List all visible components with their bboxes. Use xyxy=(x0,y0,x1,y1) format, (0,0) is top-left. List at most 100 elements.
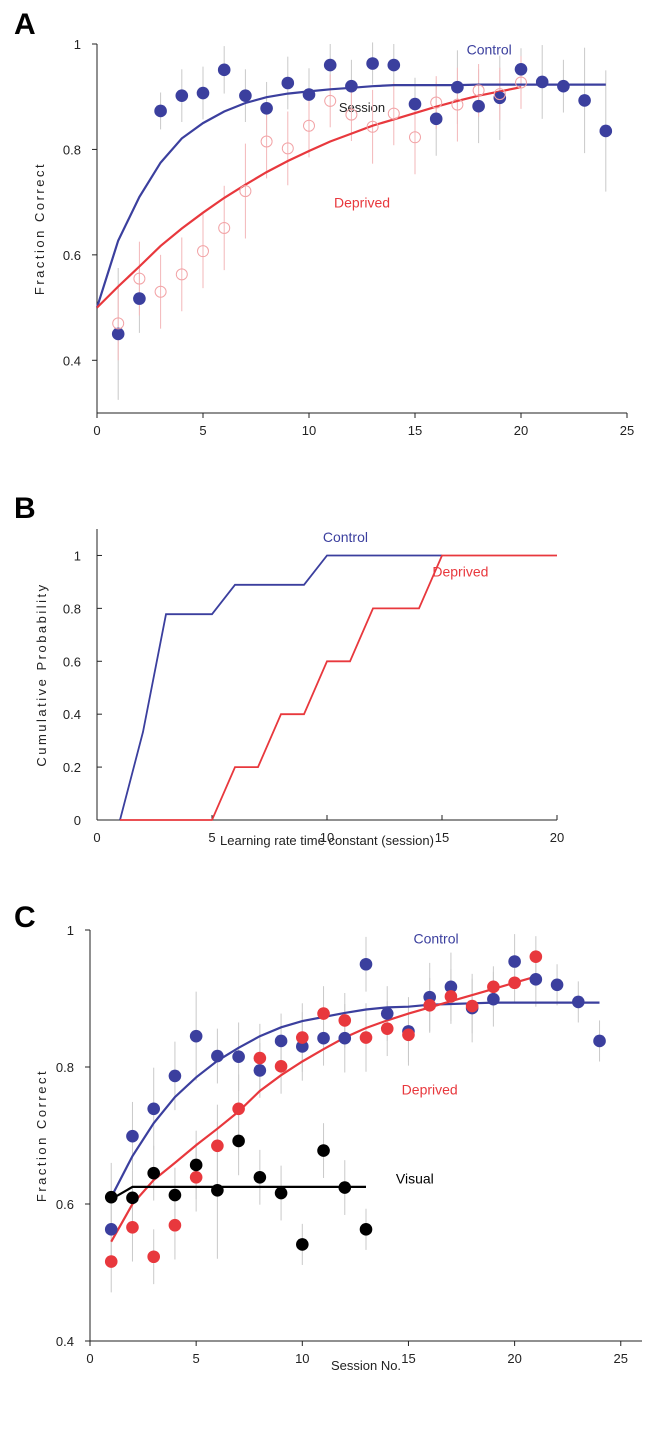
y-tick-label: 1 xyxy=(67,923,74,938)
series-label: Visual xyxy=(396,1170,434,1186)
data-point xyxy=(253,1051,267,1065)
data-point xyxy=(296,1031,309,1044)
x-tick-label: 20 xyxy=(514,423,528,438)
data-point xyxy=(232,1134,245,1148)
data-point xyxy=(338,1181,352,1194)
data-point xyxy=(154,285,167,298)
data-point xyxy=(430,96,443,109)
data-point xyxy=(487,992,500,1006)
data-point xyxy=(317,1144,330,1157)
data-point xyxy=(232,1102,245,1116)
data-point xyxy=(281,76,295,90)
data-point xyxy=(147,1102,160,1116)
y-axis-title: Cumulative Probability xyxy=(34,582,49,766)
series-label: Control xyxy=(323,529,368,545)
series-label: Deprived xyxy=(334,194,390,210)
x-tick-label: 10 xyxy=(320,830,334,845)
data-point xyxy=(197,245,209,258)
data-point xyxy=(133,292,146,305)
data-point xyxy=(387,58,401,72)
fit-curve xyxy=(110,975,537,1243)
series-line xyxy=(120,554,557,821)
x-tick-label: 20 xyxy=(507,1351,521,1366)
panel-b: B 0 5 10 15 20 0 0.2 0.4 0.6 0.8 1 Learning rate tim… xyxy=(14,492,564,848)
data-point xyxy=(408,97,422,111)
x-axis-title: Learning rate time constant (session) xyxy=(220,833,434,848)
y-tick-label: 0.4 xyxy=(63,353,81,368)
data-point xyxy=(599,124,613,138)
data-point xyxy=(387,107,400,120)
data-point xyxy=(112,317,125,330)
data-point xyxy=(126,1129,139,1143)
data-point xyxy=(444,990,458,1003)
data-point xyxy=(211,1049,224,1063)
data-point xyxy=(232,1050,245,1064)
data-point xyxy=(366,57,379,70)
y-tick-label: 0.6 xyxy=(63,654,81,669)
data-point xyxy=(514,63,528,76)
x-tick-label: 0 xyxy=(93,423,100,438)
data-point xyxy=(451,98,464,111)
data-point xyxy=(274,1186,288,1200)
data-point xyxy=(451,80,464,94)
y-tick-label: 0.4 xyxy=(56,1334,74,1349)
data-point xyxy=(104,1255,118,1268)
data-point xyxy=(168,1069,182,1083)
data-point xyxy=(133,272,146,285)
data-point xyxy=(529,950,543,964)
x-axis-title: Session xyxy=(339,100,385,115)
data-point xyxy=(274,1034,288,1048)
data-point xyxy=(529,973,543,986)
series-label: Deprived xyxy=(402,1081,458,1097)
data-point xyxy=(508,976,521,990)
data-point xyxy=(323,58,337,72)
data-point xyxy=(260,135,273,148)
data-point xyxy=(324,94,337,107)
data-point xyxy=(550,978,564,992)
y-tick-label: 0.2 xyxy=(63,760,81,775)
data-point xyxy=(175,89,189,102)
x-tick-label: 15 xyxy=(401,1351,415,1366)
data-point xyxy=(211,1139,224,1153)
data-point xyxy=(429,112,443,126)
data-point xyxy=(189,1170,203,1184)
data-point xyxy=(345,79,358,93)
data-point xyxy=(380,1007,394,1020)
data-point xyxy=(303,119,315,132)
data-point xyxy=(111,327,125,341)
x-tick-label: 5 xyxy=(199,423,206,438)
data-point xyxy=(359,957,373,971)
series-label: Deprived xyxy=(432,564,488,580)
y-tick-label: 0 xyxy=(74,813,81,828)
data-point xyxy=(281,142,294,155)
data-point xyxy=(239,185,252,198)
data-point xyxy=(578,94,591,107)
y-tick-label: 0.8 xyxy=(63,601,81,616)
data-point xyxy=(444,980,458,994)
x-tick-label: 5 xyxy=(208,830,215,845)
data-point xyxy=(465,999,479,1013)
series-label: Control xyxy=(467,42,512,58)
data-point xyxy=(472,99,485,113)
data-point xyxy=(239,89,252,102)
data-point xyxy=(515,76,527,89)
y-tick-label: 0.6 xyxy=(63,248,81,263)
data-point xyxy=(487,980,500,994)
data-point xyxy=(147,1250,160,1264)
data-point xyxy=(104,1223,118,1236)
x-tick-label: 20 xyxy=(550,830,564,845)
data-point xyxy=(217,63,231,77)
data-point xyxy=(104,1190,118,1204)
fit-curve xyxy=(96,86,522,309)
x-tick-label: 15 xyxy=(408,423,422,438)
data-point xyxy=(274,1060,288,1073)
x-axis-title: Session No. xyxy=(331,1358,401,1373)
panel-c: C 0 5 10 15 20 25 0.4 0.6 0.8 1 Session No. Fraction… xyxy=(14,901,642,1373)
data-point xyxy=(317,1007,330,1020)
data-point xyxy=(472,84,485,97)
y-axis-title: Fraction Correct xyxy=(34,1069,49,1202)
x-tick-label: 25 xyxy=(614,1351,628,1366)
y-tick-label: 0.4 xyxy=(63,707,81,722)
data-point xyxy=(126,1191,139,1205)
